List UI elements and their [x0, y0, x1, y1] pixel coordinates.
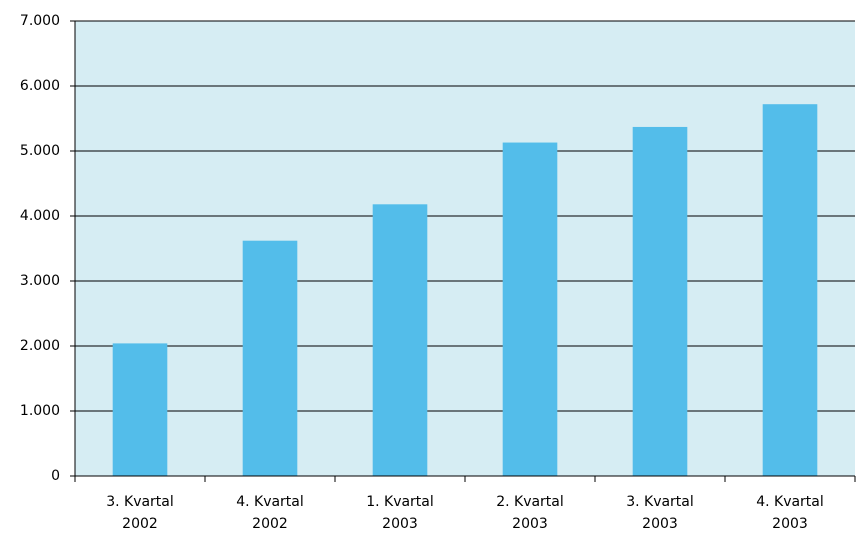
y-tick-label: 7.000 — [20, 13, 60, 29]
x-tick-label: 3. Kvartal 2002 — [106, 494, 174, 532]
x-tick-label: 1. Kvartal 2003 — [366, 494, 434, 532]
x-tick-label-line: 3. Kvartal — [106, 494, 174, 510]
y-tick-label: 3.000 — [20, 273, 60, 289]
bar — [372, 204, 428, 477]
x-tick-label: 4. Kvartal 2002 — [236, 494, 304, 532]
bar — [632, 126, 688, 476]
x-tick-label: 3. Kvartal 2003 — [626, 494, 694, 532]
y-tick-label: 0 — [51, 468, 60, 484]
x-tick-label-line: 2002 — [252, 516, 288, 532]
bar — [242, 240, 298, 476]
x-tick-label-line: 2003 — [642, 516, 678, 532]
x-tick-label: 2. Kvartal 2003 — [496, 494, 564, 532]
x-tick-label-line: 2003 — [382, 516, 418, 532]
bar — [112, 343, 168, 476]
x-tick-label-line: 3. Kvartal — [626, 494, 694, 510]
x-tick-label-line: 2003 — [772, 516, 808, 532]
bar — [762, 104, 818, 476]
y-tick-label: 5.000 — [20, 143, 60, 159]
x-tick-label-line: 4. Kvartal — [236, 494, 304, 510]
x-tick-label-line: 4. Kvartal — [756, 494, 824, 510]
x-tick-label-line: 2003 — [512, 516, 548, 532]
bar — [502, 142, 558, 477]
y-tick-label: 4.000 — [20, 208, 60, 224]
y-tick-label: 6.000 — [20, 78, 60, 94]
x-tick-label-line: 2002 — [122, 516, 158, 532]
plot-area — [75, 21, 855, 476]
x-tick-label-line: 2. Kvartal — [496, 494, 564, 510]
y-tick-label: 1.000 — [20, 403, 60, 419]
x-tick-label: 4. Kvartal 2003 — [756, 494, 824, 532]
y-tick-label: 2.000 — [20, 338, 60, 354]
x-tick-label-line: 1. Kvartal — [366, 494, 434, 510]
